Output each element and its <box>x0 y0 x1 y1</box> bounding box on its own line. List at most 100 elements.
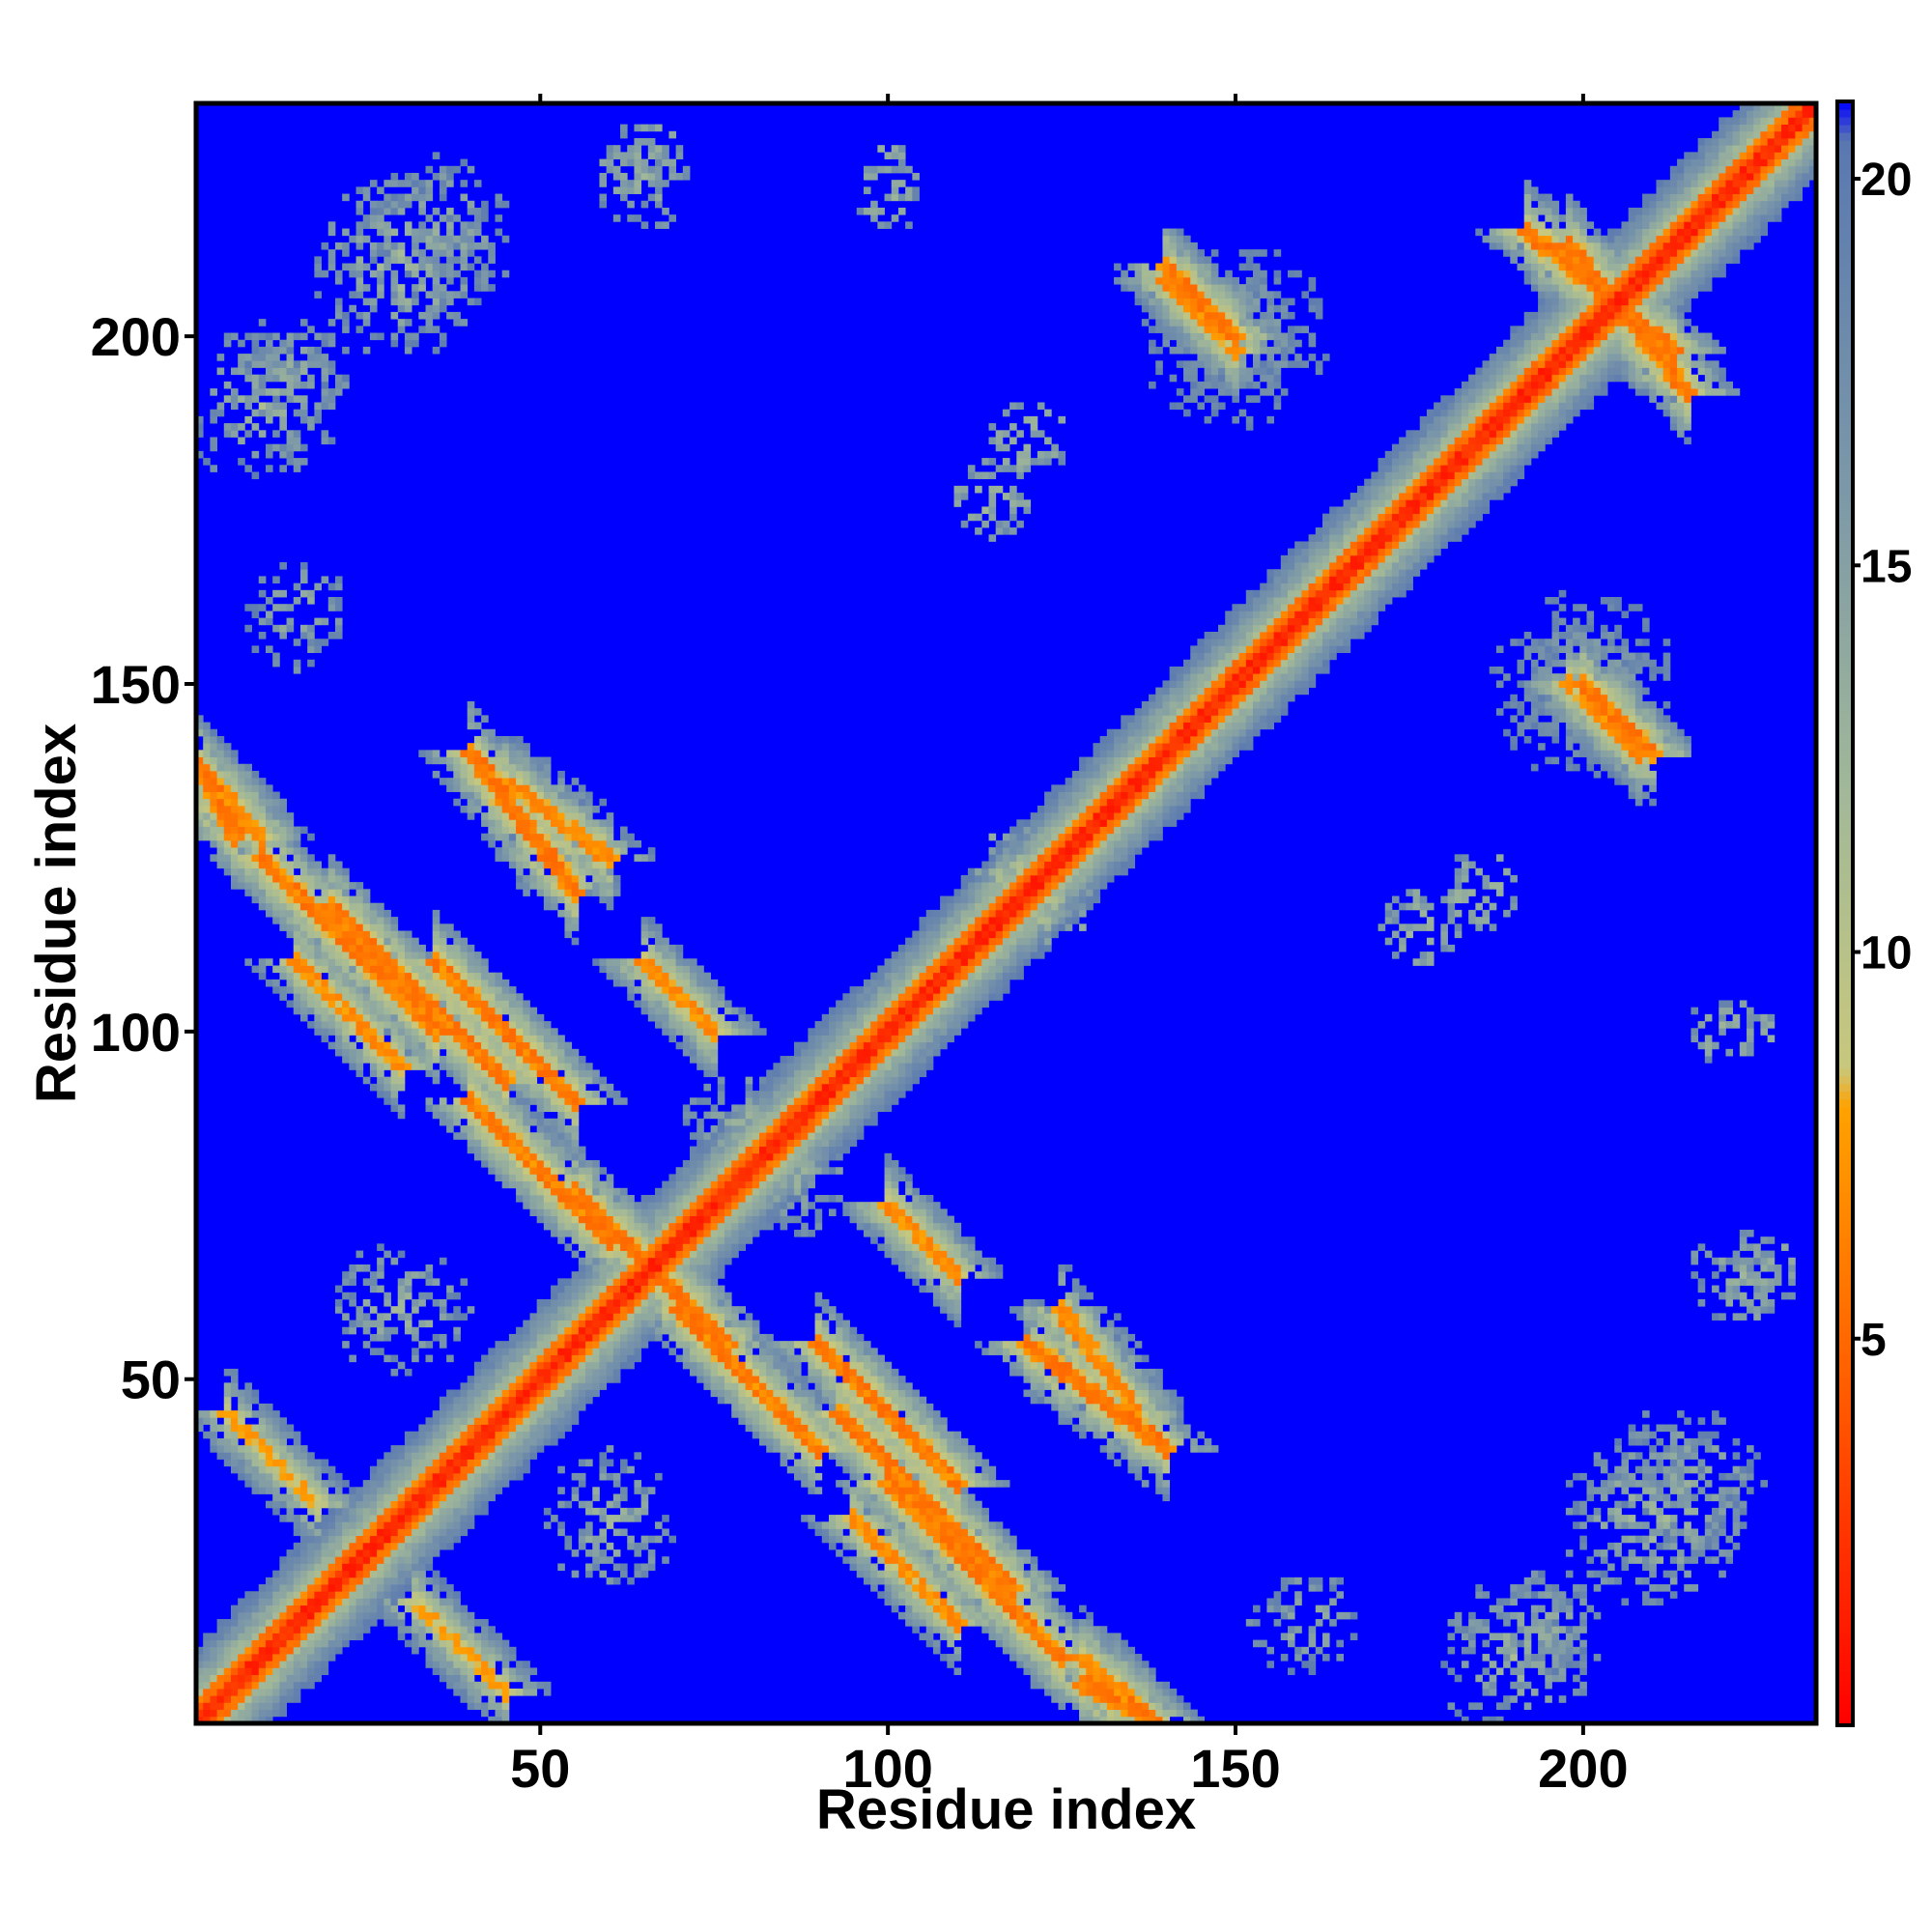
heatmap-cell <box>342 930 350 939</box>
heatmap-cell <box>299 395 308 403</box>
heatmap-cell <box>432 1410 440 1418</box>
heatmap-cell <box>606 1264 614 1272</box>
heatmap-cell <box>251 1605 260 1613</box>
heatmap-cell <box>516 1076 524 1085</box>
heatmap-cell <box>668 165 677 174</box>
heatmap-cell <box>508 1056 517 1064</box>
heatmap-cell <box>258 784 267 792</box>
heatmap-cell <box>244 1702 252 1711</box>
heatmap-cell <box>293 882 301 890</box>
heatmap-cell <box>210 750 217 757</box>
heatmap-cell <box>251 1709 260 1718</box>
heatmap-cell <box>682 1292 691 1300</box>
heatmap-cell <box>272 388 280 396</box>
heatmap-cell <box>203 1702 211 1711</box>
heatmap-cell <box>314 1556 322 1564</box>
heatmap-cell <box>453 256 461 264</box>
heatmap-cell <box>349 1591 356 1599</box>
heatmap-cell <box>349 986 356 994</box>
heatmap-cell <box>481 1633 489 1641</box>
heatmap-cell <box>369 332 378 341</box>
heatmap-cell <box>425 1417 434 1425</box>
heatmap-cell <box>557 1368 565 1377</box>
heatmap-cell <box>196 728 204 737</box>
heatmap-cell <box>418 1341 426 1349</box>
heatmap-cell <box>488 756 496 765</box>
heatmap-cell <box>599 1320 608 1328</box>
heatmap-cell <box>467 1091 475 1098</box>
heatmap-cell <box>473 1661 482 1668</box>
heatmap-cell <box>551 1403 558 1411</box>
heatmap-cell <box>369 1013 378 1022</box>
heatmap-cell <box>523 1348 530 1355</box>
heatmap-cell <box>551 833 558 841</box>
heatmap-cell <box>682 1236 691 1244</box>
heatmap-cell <box>571 1341 580 1349</box>
heatmap-cell <box>439 242 447 250</box>
heatmap-cell <box>690 1348 697 1355</box>
heatmap-cell <box>321 944 329 952</box>
heatmap-cell <box>488 1076 496 1085</box>
heatmap-cell <box>551 812 558 820</box>
heatmap-cell <box>516 882 524 890</box>
heatmap-cell <box>362 1500 371 1509</box>
heatmap-cell <box>362 1515 371 1522</box>
heatmap-cell <box>439 1598 447 1606</box>
heatmap-cell <box>696 1236 704 1244</box>
heatmap-cell <box>508 1354 517 1363</box>
heatmap-cell <box>668 952 677 959</box>
heatmap-cell <box>439 1257 447 1265</box>
heatmap-cell <box>488 1056 496 1064</box>
heatmap-cell <box>390 291 399 298</box>
heatmap-cell <box>543 1167 552 1175</box>
heatmap-cell <box>314 952 322 959</box>
heatmap-cell <box>446 1667 454 1676</box>
heatmap-cell <box>640 1285 649 1293</box>
heatmap-cell <box>327 895 336 904</box>
heatmap-cell <box>481 1076 489 1085</box>
heatmap-cell <box>355 1542 364 1550</box>
heatmap-cell <box>210 826 217 835</box>
heatmap-cell <box>495 1689 503 1696</box>
heatmap-cell <box>404 1285 412 1293</box>
heatmap-cell <box>362 917 371 924</box>
heatmap-cell <box>460 263 469 271</box>
heatmap-cell <box>682 1354 691 1363</box>
heatmap-cell <box>418 228 426 237</box>
heatmap-cell <box>488 986 496 994</box>
heatmap-cell <box>314 1584 322 1592</box>
heatmap-cell <box>418 1437 426 1446</box>
heatmap-cell <box>620 1222 628 1231</box>
heatmap-cell <box>321 430 329 438</box>
heatmap-cell <box>307 346 315 355</box>
heatmap-cell <box>342 874 350 883</box>
heatmap-cell <box>418 1549 426 1557</box>
heatmap-cell <box>690 1292 697 1300</box>
heatmap-cell <box>564 1097 573 1105</box>
heatmap-cell <box>279 965 287 974</box>
heatmap-cell <box>203 1654 211 1662</box>
heatmap-cell <box>690 965 697 974</box>
heatmap-cell <box>265 1689 273 1696</box>
heatmap-cell <box>557 1132 565 1140</box>
heatmap-cell <box>508 756 517 765</box>
heatmap-cell <box>675 172 684 181</box>
heatmap-cell <box>384 1500 391 1509</box>
heatmap-cell <box>369 1591 378 1599</box>
heatmap-cell <box>620 180 628 187</box>
heatmap-cell <box>307 902 315 911</box>
heatmap-cell <box>578 1264 586 1272</box>
heatmap-cell <box>327 604 336 611</box>
heatmap-cell <box>516 1111 524 1120</box>
heatmap-cell <box>439 1535 447 1544</box>
heatmap-cell <box>446 311 454 320</box>
heatmap-cell <box>384 242 391 250</box>
heatmap-cell <box>390 937 399 946</box>
heatmap-cell <box>397 1535 406 1544</box>
heatmap-cell <box>473 1639 482 1648</box>
heatmap-cell <box>495 812 503 820</box>
heatmap-cell <box>508 1076 517 1085</box>
heatmap-cell <box>606 1306 614 1314</box>
heatmap-cell <box>286 443 295 452</box>
heatmap-cell <box>377 937 384 946</box>
